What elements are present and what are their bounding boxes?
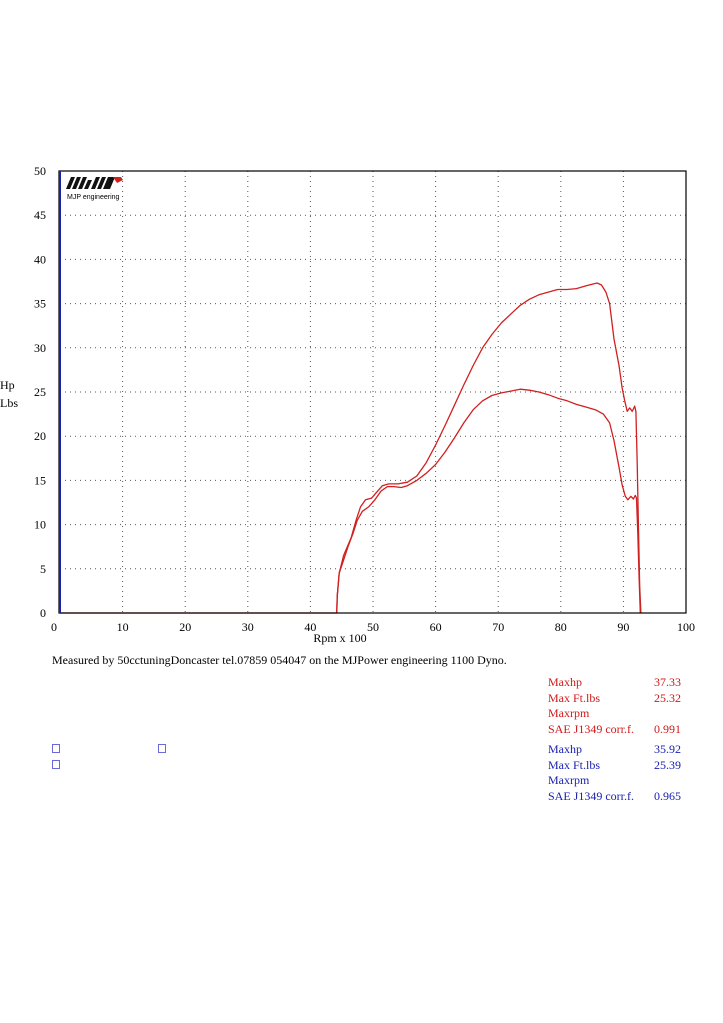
stat-value: 37.33 — [654, 675, 681, 689]
y-tick-label: 45 — [34, 208, 46, 222]
logo-text: MJP engineering — [67, 194, 120, 201]
stat-value: 0.965 — [654, 788, 681, 803]
stat-row: Maxhp 37.33 — [548, 675, 681, 691]
x-tick-label: 70 — [492, 620, 504, 634]
stat-row: SAE J1349 corr.f. 0.991 — [548, 721, 681, 738]
stat-row: SAE J1349 corr.f. 0.965 — [548, 788, 681, 805]
checkbox-icon[interactable] — [52, 744, 60, 753]
stat-value: 25.32 — [654, 690, 681, 705]
stat-label: Maxhp — [548, 675, 582, 689]
stat-value: 0.991 — [654, 721, 681, 736]
stat-label: SAE J1349 corr.f. — [548, 788, 634, 803]
y-axis-label-hp: Hp — [0, 378, 15, 392]
x-tick-label: 30 — [242, 620, 254, 634]
y-tick-label: 20 — [34, 429, 46, 443]
stat-row: Maxrpm — [548, 773, 634, 789]
y-tick-label: 15 — [34, 473, 46, 487]
tick-labels: 0 10 20 30 40 50 60 70 80 90 100 0 5 10 15 20 25 30 35 40 45… — [34, 164, 695, 634]
grid-lines — [60, 171, 686, 613]
stat-label: Maxrpm — [548, 706, 590, 720]
x-tick-label: 20 — [179, 620, 191, 634]
stat-value: 35.92 — [654, 742, 681, 756]
stats-blue: Maxhp 35.92 Max Ft.lbs 25.39 Maxrpm SAE J1… — [548, 742, 681, 805]
stat-label: Maxrpm — [548, 773, 590, 787]
mjp-logo — [66, 177, 123, 189]
stat-row: Maxrpm — [548, 706, 634, 722]
x-tick-label: 80 — [555, 620, 567, 634]
y-tick-label: 30 — [34, 341, 46, 355]
stats-red: Maxhp 37.33 Max Ft.lbs 25.32 Maxrpm SAE J1… — [548, 675, 681, 738]
stat-label: Max Ft.lbs — [548, 757, 601, 772]
x-tick-label: 50 — [367, 620, 379, 634]
stat-label: Max Ft.lbs — [548, 690, 601, 705]
checkbox-icon[interactable] — [52, 760, 60, 769]
x-axis-label: Rpm x 100 — [313, 631, 366, 645]
y-tick-label: 0 — [40, 606, 46, 620]
x-tick-label: 40 — [304, 620, 316, 634]
stat-label: Maxhp — [548, 742, 582, 756]
stat-value: 25.39 — [654, 757, 681, 772]
y-tick-label: 25 — [34, 385, 46, 399]
checkbox-icon[interactable] — [158, 744, 166, 753]
y-tick-label: 40 — [34, 252, 46, 266]
series-line-1 — [60, 282, 642, 614]
y-axis-label-lbs: Lbs — [0, 396, 18, 410]
y-tick-label: 35 — [34, 297, 46, 311]
measurement-caption: Measured by 50cctuningDoncaster tel.0785… — [52, 653, 507, 667]
x-tick-label: 60 — [430, 620, 442, 634]
stat-label: SAE J1349 corr.f. — [548, 721, 634, 736]
series-layer — [60, 282, 642, 614]
x-tick-label: 100 — [677, 620, 695, 634]
series-line-2 — [336, 388, 641, 614]
stat-row: Maxhp 35.92 — [548, 742, 681, 758]
y-tick-label: 5 — [40, 562, 46, 576]
x-tick-label: 0 — [51, 620, 57, 634]
y-tick-label: 50 — [34, 164, 46, 178]
x-tick-label: 90 — [617, 620, 629, 634]
stat-row: Max Ft.lbs 25.32 — [548, 690, 681, 707]
x-tick-label: 10 — [117, 620, 129, 634]
y-tick-label: 10 — [34, 518, 46, 532]
stat-row: Max Ft.lbs 25.39 — [548, 757, 681, 774]
